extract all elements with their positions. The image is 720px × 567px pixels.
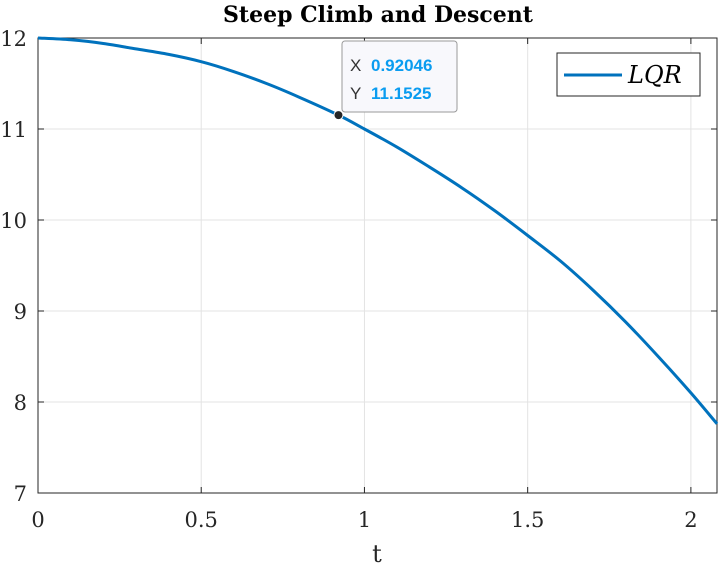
y-tick-label: 12 xyxy=(0,27,27,51)
x-axis-label: t xyxy=(372,540,382,567)
data-tip[interactable]: X 0.92046 Y 11.1525 xyxy=(333,40,458,121)
x-tick-labels: 0 0.5 1 1.5 2 xyxy=(31,508,697,532)
y-tick-label: 7 xyxy=(14,482,27,506)
chart-title: Steep Climb and Descent xyxy=(223,2,534,28)
legend[interactable]: LQR xyxy=(556,52,701,97)
y-tick-label: 11 xyxy=(0,118,27,142)
series-line-lqr xyxy=(37,36,719,425)
legend-label-lqr: LQR xyxy=(627,61,682,89)
y-tick-label: 9 xyxy=(14,300,27,324)
data-tip-box xyxy=(341,40,458,113)
data-tip-x-label: X xyxy=(350,56,361,75)
x-tick-label: 0 xyxy=(31,508,44,532)
x-tick-label: 1 xyxy=(358,508,371,532)
y-tick-label: 8 xyxy=(14,391,27,415)
x-tick-label: 2 xyxy=(684,508,697,532)
legend-box xyxy=(556,52,701,97)
axes-box xyxy=(37,37,718,494)
data-tip-marker[interactable] xyxy=(333,110,344,121)
data-tip-y-value: 11.1525 xyxy=(371,84,432,103)
x-tick-label: 0.5 xyxy=(185,508,218,532)
y-tick-label: 10 xyxy=(0,209,27,233)
data-tip-x-value: 0.92046 xyxy=(371,56,432,75)
data-tip-y-label: Y xyxy=(350,84,361,103)
x-tick-label: 1.5 xyxy=(511,508,544,532)
y-tick-labels: 7 8 9 10 11 12 xyxy=(0,27,27,506)
